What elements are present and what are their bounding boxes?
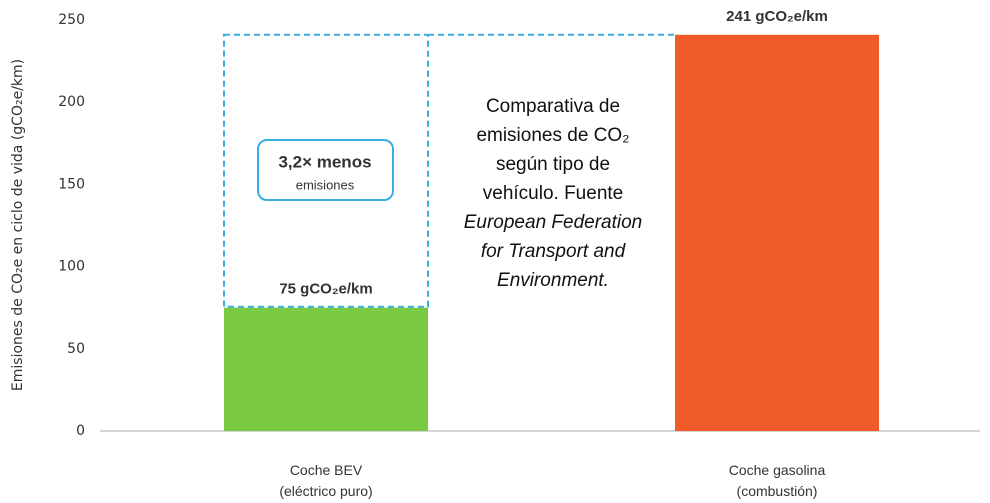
x-tick-label: Coche BEV (eléctrico puro) bbox=[279, 462, 373, 499]
note: Comparativa de emisiones de CO₂ según ti… bbox=[458, 92, 648, 295]
note-text: Comparativa de emisiones de CO₂ según ti… bbox=[476, 96, 630, 204]
bar bbox=[675, 34, 879, 432]
y-axis-label: Emisiones de CO₂e en ciclo de vida (gCO₂… bbox=[10, 59, 26, 391]
y-tick-label: 250 bbox=[58, 12, 85, 28]
y-tick-label: 150 bbox=[58, 176, 85, 192]
y-tick-label: 200 bbox=[58, 94, 85, 110]
value-label: 241 gCO₂e/km bbox=[726, 8, 828, 25]
annotation-title: 3,2× menos bbox=[278, 152, 371, 171]
x-tick-label: Coche gasolina (combustión) bbox=[728, 462, 826, 499]
y-tick-label: 50 bbox=[67, 341, 85, 357]
note-source: European Federation for Transport and En… bbox=[463, 212, 643, 291]
y-tick-label: 0 bbox=[76, 423, 85, 439]
annotation-subtitle: emisiones bbox=[296, 177, 355, 192]
y-tick-label: 100 bbox=[58, 259, 85, 275]
value-label: 75 gCO₂e/km bbox=[279, 281, 372, 298]
reference-outline bbox=[223, 33, 429, 308]
bar bbox=[224, 307, 428, 431]
annotation-box bbox=[257, 139, 394, 201]
